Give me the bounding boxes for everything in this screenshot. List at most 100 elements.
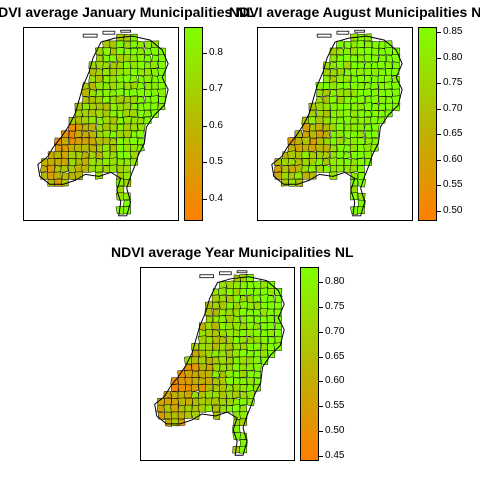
municipality-region (329, 102, 338, 112)
municipality-region (129, 108, 138, 118)
municipality-region (350, 123, 359, 132)
municipality-region (170, 391, 179, 399)
municipality-region (239, 295, 248, 303)
municipality-region (109, 75, 118, 83)
municipality-region (75, 123, 84, 132)
municipality-region (197, 404, 207, 413)
municipality-region (108, 164, 118, 173)
legend-tick-label: 0.5 (209, 156, 223, 168)
municipality-region (102, 68, 111, 76)
municipality-region (253, 288, 261, 296)
municipality-region (328, 61, 338, 69)
municipality-region (184, 410, 193, 420)
municipality-region (136, 88, 145, 97)
municipality-region (329, 54, 338, 63)
municipality-region (130, 96, 138, 104)
municipality-region (336, 144, 345, 153)
map-title-january: NDVI average January Municipalities NL (0, 4, 255, 20)
municipality-region (116, 61, 124, 69)
municipality-region (226, 295, 234, 303)
municipality-region (316, 165, 324, 173)
municipality-region (315, 89, 324, 97)
municipality-region (273, 329, 283, 338)
municipality-region (102, 54, 111, 63)
municipality-region (109, 116, 118, 125)
municipality-region (357, 109, 366, 118)
municipality-region (233, 281, 241, 289)
legend-tick (203, 89, 207, 91)
municipality-region (170, 403, 179, 413)
municipality-region (81, 88, 90, 97)
municipality-region (115, 88, 124, 97)
municipality-region (336, 109, 345, 118)
legend-tick (437, 210, 441, 212)
municipality-region (267, 288, 275, 296)
municipality-region (384, 81, 393, 90)
legend-tick-label: 0.55 (325, 400, 345, 412)
municipality-region (205, 329, 213, 337)
municipality-region (335, 88, 345, 97)
municipality-region (218, 356, 227, 365)
municipality-region (218, 336, 227, 344)
municipality-region (136, 61, 146, 70)
municipality-region (370, 81, 379, 90)
municipality-region (294, 143, 304, 153)
netherlands-map-january (37, 29, 169, 217)
legend-august: 0.50 0.55 0.60 0.65 0.70 0.75 0.80 0.85 (418, 27, 478, 221)
municipality-region (239, 377, 248, 385)
municipality-region (336, 158, 345, 166)
legend-tick-label: 0.7 (209, 83, 223, 95)
municipality-region (129, 75, 138, 83)
municipality-region (81, 96, 90, 104)
municipality-region (95, 136, 104, 146)
municipality-region (198, 391, 206, 399)
municipality-region (232, 329, 241, 337)
municipality-region (232, 288, 241, 296)
island-outline (102, 30, 116, 35)
municipality-region (287, 172, 296, 180)
municipality-region (116, 130, 124, 139)
municipality-region (232, 398, 241, 406)
municipality-region (274, 171, 283, 180)
municipality-region (384, 88, 393, 97)
municipality-region (357, 82, 365, 90)
municipality-region (143, 68, 152, 76)
municipality-region (356, 123, 365, 132)
legend-tick-label: 0.60 (443, 153, 463, 165)
municipality-region (315, 143, 324, 152)
municipality-region (226, 398, 234, 406)
municipality-region (46, 164, 56, 173)
municipality-region (357, 206, 365, 215)
municipality-region (239, 384, 248, 392)
map-title-year: NDVI average Year Municipalities NL (111, 244, 354, 260)
legend-tick-label: 0.60 (325, 375, 345, 387)
municipality-region (88, 89, 97, 97)
municipality-region (316, 130, 324, 139)
municipality-region (343, 102, 352, 111)
municipality-region (377, 60, 386, 69)
municipality-region (349, 116, 358, 125)
municipality-region (115, 53, 125, 63)
municipality-region (239, 397, 248, 406)
municipality-region (102, 123, 111, 132)
municipality-region (101, 61, 111, 69)
municipality-region (143, 47, 152, 56)
municipality-region (363, 88, 372, 97)
municipality-region (343, 96, 352, 104)
municipality-region (136, 47, 145, 56)
legend-tick (319, 381, 323, 383)
municipality-region (157, 102, 166, 111)
municipality-region (232, 363, 241, 372)
municipality-region (116, 68, 124, 76)
municipality-region (378, 54, 386, 63)
municipality-region (225, 376, 234, 385)
municipality-region (274, 301, 282, 310)
municipality-region (323, 165, 331, 173)
municipality-region (198, 343, 207, 351)
municipality-region (378, 89, 386, 97)
municipality-region (211, 301, 220, 310)
municipality-region (158, 96, 166, 105)
legend-tick-label: 0.80 (325, 275, 345, 287)
municipality-region (123, 47, 132, 56)
municipality-region (116, 165, 125, 174)
